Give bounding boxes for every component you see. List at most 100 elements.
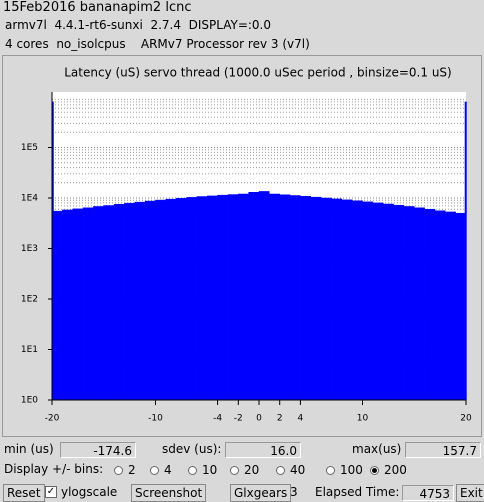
max-label: max(us) xyxy=(352,442,402,456)
y-tick-label: 1E0 xyxy=(21,396,38,406)
reset-button[interactable]: Reset xyxy=(3,484,45,502)
histogram-bar xyxy=(320,197,332,401)
radio-label: 200 xyxy=(384,463,407,477)
sdev-label: sdev (us): xyxy=(162,442,222,456)
ylogscale-checkbox[interactable]: ✓ ylogscale xyxy=(45,485,117,499)
glxgears-button[interactable]: Glxgears xyxy=(230,484,292,502)
histogram-bar xyxy=(403,206,415,401)
histogram-bar xyxy=(134,201,146,401)
radio-dot[interactable] xyxy=(326,465,335,475)
x-tick-label: 2 xyxy=(277,414,283,424)
histogram-bar xyxy=(113,204,125,401)
histogram-bar xyxy=(165,198,177,401)
sdev-field: 16.0 xyxy=(225,442,301,458)
histogram-bar xyxy=(155,199,167,401)
x-tick-label: -2 xyxy=(234,414,243,424)
histogram-bar xyxy=(248,191,260,401)
radio-label: 20 xyxy=(244,463,260,477)
y-tick-label: 1E2 xyxy=(21,295,38,305)
histogram-bar xyxy=(227,194,239,401)
min-label: min (us) xyxy=(4,442,54,456)
min-field: -174.6 xyxy=(60,442,136,458)
cpu-line: 4 cores no_isolcpus ARMv7 Processor rev … xyxy=(5,37,310,51)
x-tick-label: 0 xyxy=(256,414,262,424)
histogram-bar xyxy=(103,205,115,401)
histogram-bar xyxy=(341,199,353,401)
radio-dot[interactable] xyxy=(188,465,197,475)
histogram-bar xyxy=(331,198,343,401)
histogram-bar xyxy=(362,201,374,401)
histogram-bar xyxy=(144,200,156,401)
radio-label: 100 xyxy=(340,463,363,477)
bins-label: Display +/- bins: xyxy=(4,462,104,476)
radio-label: 10 xyxy=(202,463,218,477)
histogram-bar xyxy=(289,195,301,401)
checkbox-label: ylogscale xyxy=(61,485,118,499)
glx-count: 3 xyxy=(290,485,298,499)
x-tick-label: 10 xyxy=(357,414,369,424)
histogram-bar xyxy=(279,194,291,401)
histogram-bar xyxy=(72,208,84,401)
chart-title: Latency (uS) servo thread (1000.0 uSec p… xyxy=(64,66,451,80)
histogram-bar xyxy=(62,209,73,401)
histogram-chart: Latency (uS) servo thread (1000.0 uSec p… xyxy=(2,55,482,437)
screenshot-button[interactable]: Screenshot xyxy=(131,484,207,502)
radio-label: 40 xyxy=(290,463,306,477)
bins-radio[interactable]: 10 xyxy=(188,463,217,477)
y-tick-label: 1E1 xyxy=(21,345,38,355)
x-tick-label: -4 xyxy=(213,414,222,424)
histogram-bar xyxy=(52,210,63,401)
y-tick-label: 1E5 xyxy=(21,143,38,153)
x-tick-label: -10 xyxy=(148,414,163,424)
histogram-bar xyxy=(175,197,187,401)
histogram-bar xyxy=(207,195,218,401)
histogram-bar xyxy=(217,194,229,401)
histogram-bar xyxy=(196,196,208,401)
histogram-bar xyxy=(382,203,394,401)
histogram-bar xyxy=(445,211,456,401)
histogram-bar xyxy=(82,207,94,401)
histogram-bar xyxy=(464,101,467,401)
histogram-bar xyxy=(372,202,384,401)
histogram-bar xyxy=(351,200,363,401)
exit-button[interactable]: Exit xyxy=(456,484,484,502)
histogram-bar xyxy=(434,210,446,401)
elapsed-label: Elapsed Time: xyxy=(315,485,400,499)
x-tick-label: 4 xyxy=(298,414,304,424)
histogram-bar xyxy=(424,208,436,401)
host-line: 15Feb2016 bananapim2 lcnc xyxy=(3,0,192,15)
histogram-bar xyxy=(258,191,270,401)
histogram-bar xyxy=(300,196,311,401)
bins-radio[interactable]: 100 xyxy=(326,463,363,477)
radio-dot[interactable] xyxy=(276,465,285,475)
radio-label: 4 xyxy=(164,463,172,477)
max-field: 157.7 xyxy=(405,442,481,458)
radio-label: 2 xyxy=(128,463,136,477)
histogram-bar xyxy=(414,207,425,401)
bins-radio[interactable]: 40 xyxy=(276,463,305,477)
histogram-bar xyxy=(310,196,322,401)
elapsed-field: 4753 xyxy=(402,485,454,501)
kernel-line: armv7l 4.4.1-rt6-sunxi 2.7.4 DISPLAY=:0.… xyxy=(5,18,272,32)
histogram-bar xyxy=(186,197,198,401)
radio-dot[interactable] xyxy=(230,465,239,475)
y-tick-label: 1E4 xyxy=(21,194,38,204)
bins-radio[interactable]: 2 xyxy=(114,463,136,477)
histogram-bar xyxy=(269,193,280,401)
checkbox-box[interactable]: ✓ xyxy=(45,486,57,498)
histogram-bar xyxy=(393,204,405,401)
bins-radio[interactable]: 4 xyxy=(150,463,172,477)
y-tick-label: 1E3 xyxy=(21,244,38,254)
bins-radio[interactable]: 20 xyxy=(230,463,259,477)
radio-dot[interactable] xyxy=(150,465,159,475)
histogram-bar xyxy=(124,202,136,401)
radio-dot[interactable] xyxy=(114,465,123,475)
histogram-bar xyxy=(93,206,105,401)
x-tick-label: -20 xyxy=(45,414,60,424)
radio-dot[interactable] xyxy=(370,465,379,475)
x-tick-label: 20 xyxy=(460,414,472,424)
bins-radio[interactable]: 200 xyxy=(370,463,407,477)
histogram-bar xyxy=(455,212,466,401)
histogram-bar xyxy=(238,193,249,401)
